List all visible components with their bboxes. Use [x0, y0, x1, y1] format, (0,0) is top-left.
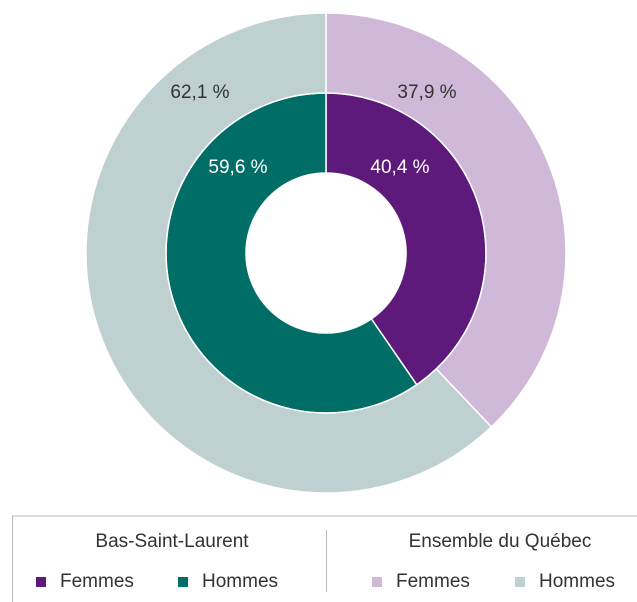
data-label: 62,1 % — [170, 82, 229, 103]
data-label: 40,4 % — [370, 157, 429, 178]
donut-segment — [325, 12, 567, 428]
legend-swatch — [36, 577, 46, 587]
legend-label: Femmes — [60, 571, 134, 592]
legend-title: Bas-Saint-Laurent — [95, 531, 249, 552]
legend-label: Hommes — [539, 571, 615, 592]
legend-label: Hommes — [202, 571, 278, 592]
legend-swatch — [372, 577, 382, 587]
legend-title: Ensemble du Québec — [409, 531, 592, 552]
donut-segment — [85, 12, 493, 494]
data-label: 37,9 % — [397, 82, 456, 103]
legend-label: Femmes — [396, 571, 470, 592]
legend-swatch — [178, 577, 188, 587]
data-label: 59,6 % — [208, 157, 267, 178]
legend-swatch — [515, 577, 525, 587]
